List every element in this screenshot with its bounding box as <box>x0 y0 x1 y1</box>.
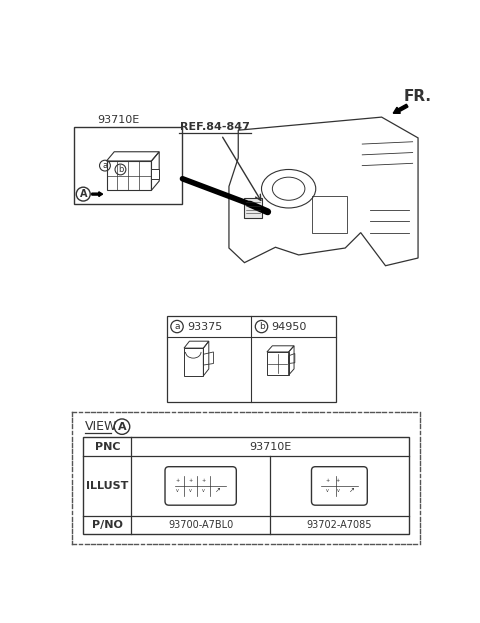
Bar <box>74 127 182 204</box>
Text: 93702-A7085: 93702-A7085 <box>307 520 372 530</box>
Text: A: A <box>80 189 87 199</box>
Bar <box>244 198 262 218</box>
Text: b: b <box>118 165 123 174</box>
FancyArrow shape <box>92 192 103 196</box>
Text: a: a <box>102 161 108 170</box>
Bar <box>312 196 347 234</box>
Bar <box>83 437 409 535</box>
FancyBboxPatch shape <box>312 467 367 505</box>
Text: v: v <box>326 488 329 493</box>
Text: REF.84-847: REF.84-847 <box>180 121 250 131</box>
Text: ↗: ↗ <box>349 487 355 493</box>
Text: b: b <box>259 322 264 331</box>
Text: +: + <box>336 478 340 483</box>
Text: VIEW: VIEW <box>85 420 117 433</box>
Text: v: v <box>176 488 179 493</box>
Text: +: + <box>189 478 192 483</box>
Text: v: v <box>336 488 339 493</box>
Text: 93375: 93375 <box>187 321 222 331</box>
Text: a: a <box>174 322 180 331</box>
Text: ILLUST: ILLUST <box>86 481 129 491</box>
Text: v: v <box>203 488 205 493</box>
Bar <box>152 169 159 179</box>
Text: v: v <box>189 488 192 493</box>
Text: PNC: PNC <box>95 442 120 452</box>
Text: +: + <box>175 478 180 483</box>
Text: FR.: FR. <box>403 88 432 103</box>
Text: +: + <box>326 478 330 483</box>
FancyBboxPatch shape <box>165 467 236 505</box>
FancyArrow shape <box>393 104 408 113</box>
Text: 93700-A7BL0: 93700-A7BL0 <box>168 520 233 530</box>
Text: ↗: ↗ <box>215 487 221 493</box>
Bar <box>167 316 336 402</box>
Text: A: A <box>118 422 126 432</box>
Text: P/NO: P/NO <box>92 520 123 530</box>
Text: 93710E: 93710E <box>97 115 139 125</box>
Text: 93710E: 93710E <box>249 442 291 452</box>
Text: +: + <box>202 478 206 483</box>
Text: 94950: 94950 <box>272 321 307 331</box>
